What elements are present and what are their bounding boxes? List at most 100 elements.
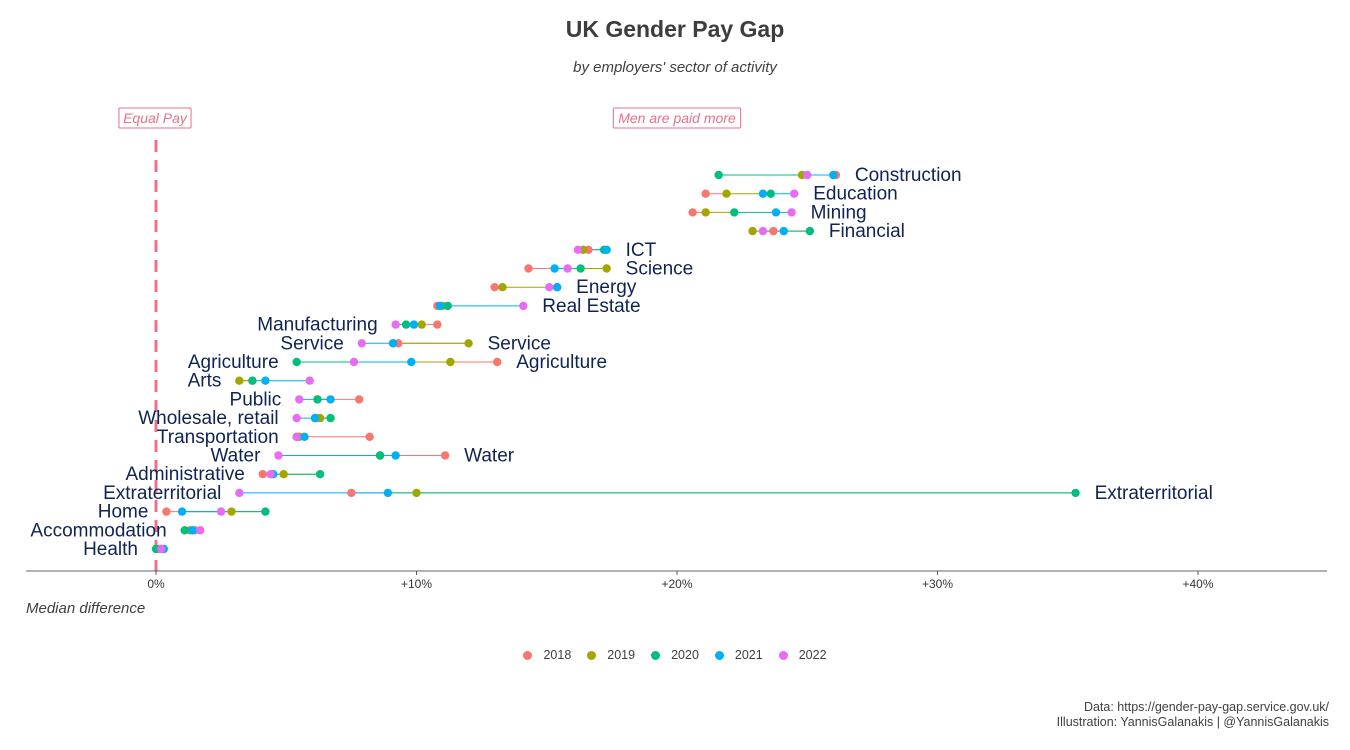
equal-pay-annotation: Equal Pay	[123, 110, 188, 126]
point-2021	[550, 264, 559, 273]
legend-item-2020: 2020	[651, 648, 699, 662]
point-2018	[354, 395, 364, 404]
point-2021	[407, 357, 416, 367]
point-2021	[326, 395, 335, 404]
point-2022	[305, 376, 314, 385]
point-2021	[383, 488, 393, 498]
point-2020	[248, 376, 257, 385]
point-2019	[417, 320, 426, 329]
point-2021	[552, 283, 562, 292]
point-2019	[748, 226, 757, 236]
sector-label-right: Financial	[829, 221, 905, 242]
point-2022	[292, 432, 301, 441]
equal-pay-annotation-box	[118, 107, 192, 129]
point-2018	[440, 451, 450, 460]
point-2020	[576, 264, 585, 273]
point-2021	[310, 413, 320, 423]
legend-label: 2020	[671, 648, 699, 662]
sector-label-left: Agriculture	[188, 352, 279, 373]
point-2020	[1071, 488, 1080, 498]
legend-dot-2020	[651, 650, 661, 660]
sector-label-left: Extraterritorial	[103, 483, 221, 504]
point-2021	[300, 432, 309, 441]
point-2018	[258, 470, 268, 479]
x-tick-label: 0%	[147, 577, 165, 591]
point-2018	[769, 226, 778, 236]
point-2022	[803, 170, 812, 180]
point-2022	[295, 395, 304, 404]
point-2018	[433, 320, 442, 329]
point-2018	[162, 507, 171, 516]
caption-illustration-credit: Illustration: YannisGalanakis | @YannisG…	[1056, 715, 1329, 729]
point-2020	[261, 507, 270, 516]
point-2021	[177, 507, 187, 516]
point-2022	[391, 320, 400, 329]
point-2019	[412, 488, 421, 498]
point-2022	[292, 413, 301, 423]
legend-item-2018: 2018	[523, 648, 571, 662]
x-tick-label: +40%	[1182, 577, 1213, 591]
point-2022	[519, 301, 528, 311]
sector-label-right: Agriculture	[516, 352, 607, 373]
point-2021	[388, 339, 398, 348]
chart-subtitle: by employers' sector of activity	[573, 59, 777, 76]
sector-label-right: Education	[813, 184, 898, 205]
point-2020	[714, 170, 723, 180]
point-2021	[779, 226, 789, 236]
legend-dot-2019	[587, 650, 597, 660]
point-2022	[758, 226, 768, 236]
legend: 2018 2019 2020 2021 2022	[0, 648, 1350, 662]
sector-label-left: Home	[98, 502, 149, 523]
point-2019	[722, 189, 731, 198]
caption: Data: https://gender-pay-gap.service.gov…	[1057, 700, 1329, 730]
sector-label-left: Transportation	[157, 427, 279, 448]
legend-label: 2022	[798, 648, 827, 662]
legend-dot-2021	[714, 650, 724, 660]
sector-label-left: Manufacturing	[257, 315, 377, 336]
sector-label-right: ICT	[626, 240, 657, 261]
sector-label-right: Service	[488, 333, 551, 354]
legend-dot-2018	[523, 650, 533, 660]
point-2020	[315, 470, 325, 479]
legend-dot-2022	[778, 650, 788, 660]
point-2022	[563, 264, 572, 273]
point-2022	[196, 526, 205, 535]
point-2022	[573, 245, 583, 254]
point-2018	[701, 189, 710, 198]
sector-label-left: Health	[83, 539, 138, 560]
point-2022	[787, 208, 796, 217]
point-2018	[493, 357, 502, 367]
legend-item-2022: 2022	[778, 648, 827, 662]
point-2022	[545, 283, 554, 292]
point-2021	[188, 526, 197, 535]
sector-label-left: Public	[230, 389, 282, 410]
chart-title: UK Gender Pay Gap	[565, 16, 785, 42]
point-2020	[313, 395, 322, 404]
point-2021	[409, 320, 419, 329]
x-tick-label: +30%	[922, 577, 953, 591]
point-2018	[347, 488, 356, 498]
point-2022	[235, 488, 244, 498]
sector-label-right: Mining	[811, 202, 867, 223]
legend-item-2019: 2019	[587, 648, 635, 662]
point-2022	[357, 339, 366, 348]
sector-label-right: Construction	[855, 165, 962, 186]
point-2020	[443, 301, 452, 311]
x-tick-label: +20%	[661, 577, 692, 591]
point-2022	[790, 189, 799, 198]
point-2022	[274, 451, 283, 460]
caption-data-source: Data: https://gender-pay-gap.service.gov…	[1083, 700, 1329, 714]
point-2022	[266, 470, 275, 479]
sector-label-right: Real Estate	[542, 296, 640, 317]
point-2021	[391, 451, 400, 460]
point-2021	[602, 245, 611, 254]
sector-label-left: Arts	[188, 371, 222, 392]
x-axis-title: Median difference	[26, 600, 146, 617]
point-2018	[365, 432, 374, 441]
sector-label-left: Water	[210, 446, 261, 467]
point-2020	[805, 226, 815, 236]
point-2018	[490, 283, 499, 292]
point-2019	[227, 507, 236, 516]
sector-label-right: Energy	[576, 277, 637, 298]
legend-item-2021: 2021	[714, 648, 763, 662]
